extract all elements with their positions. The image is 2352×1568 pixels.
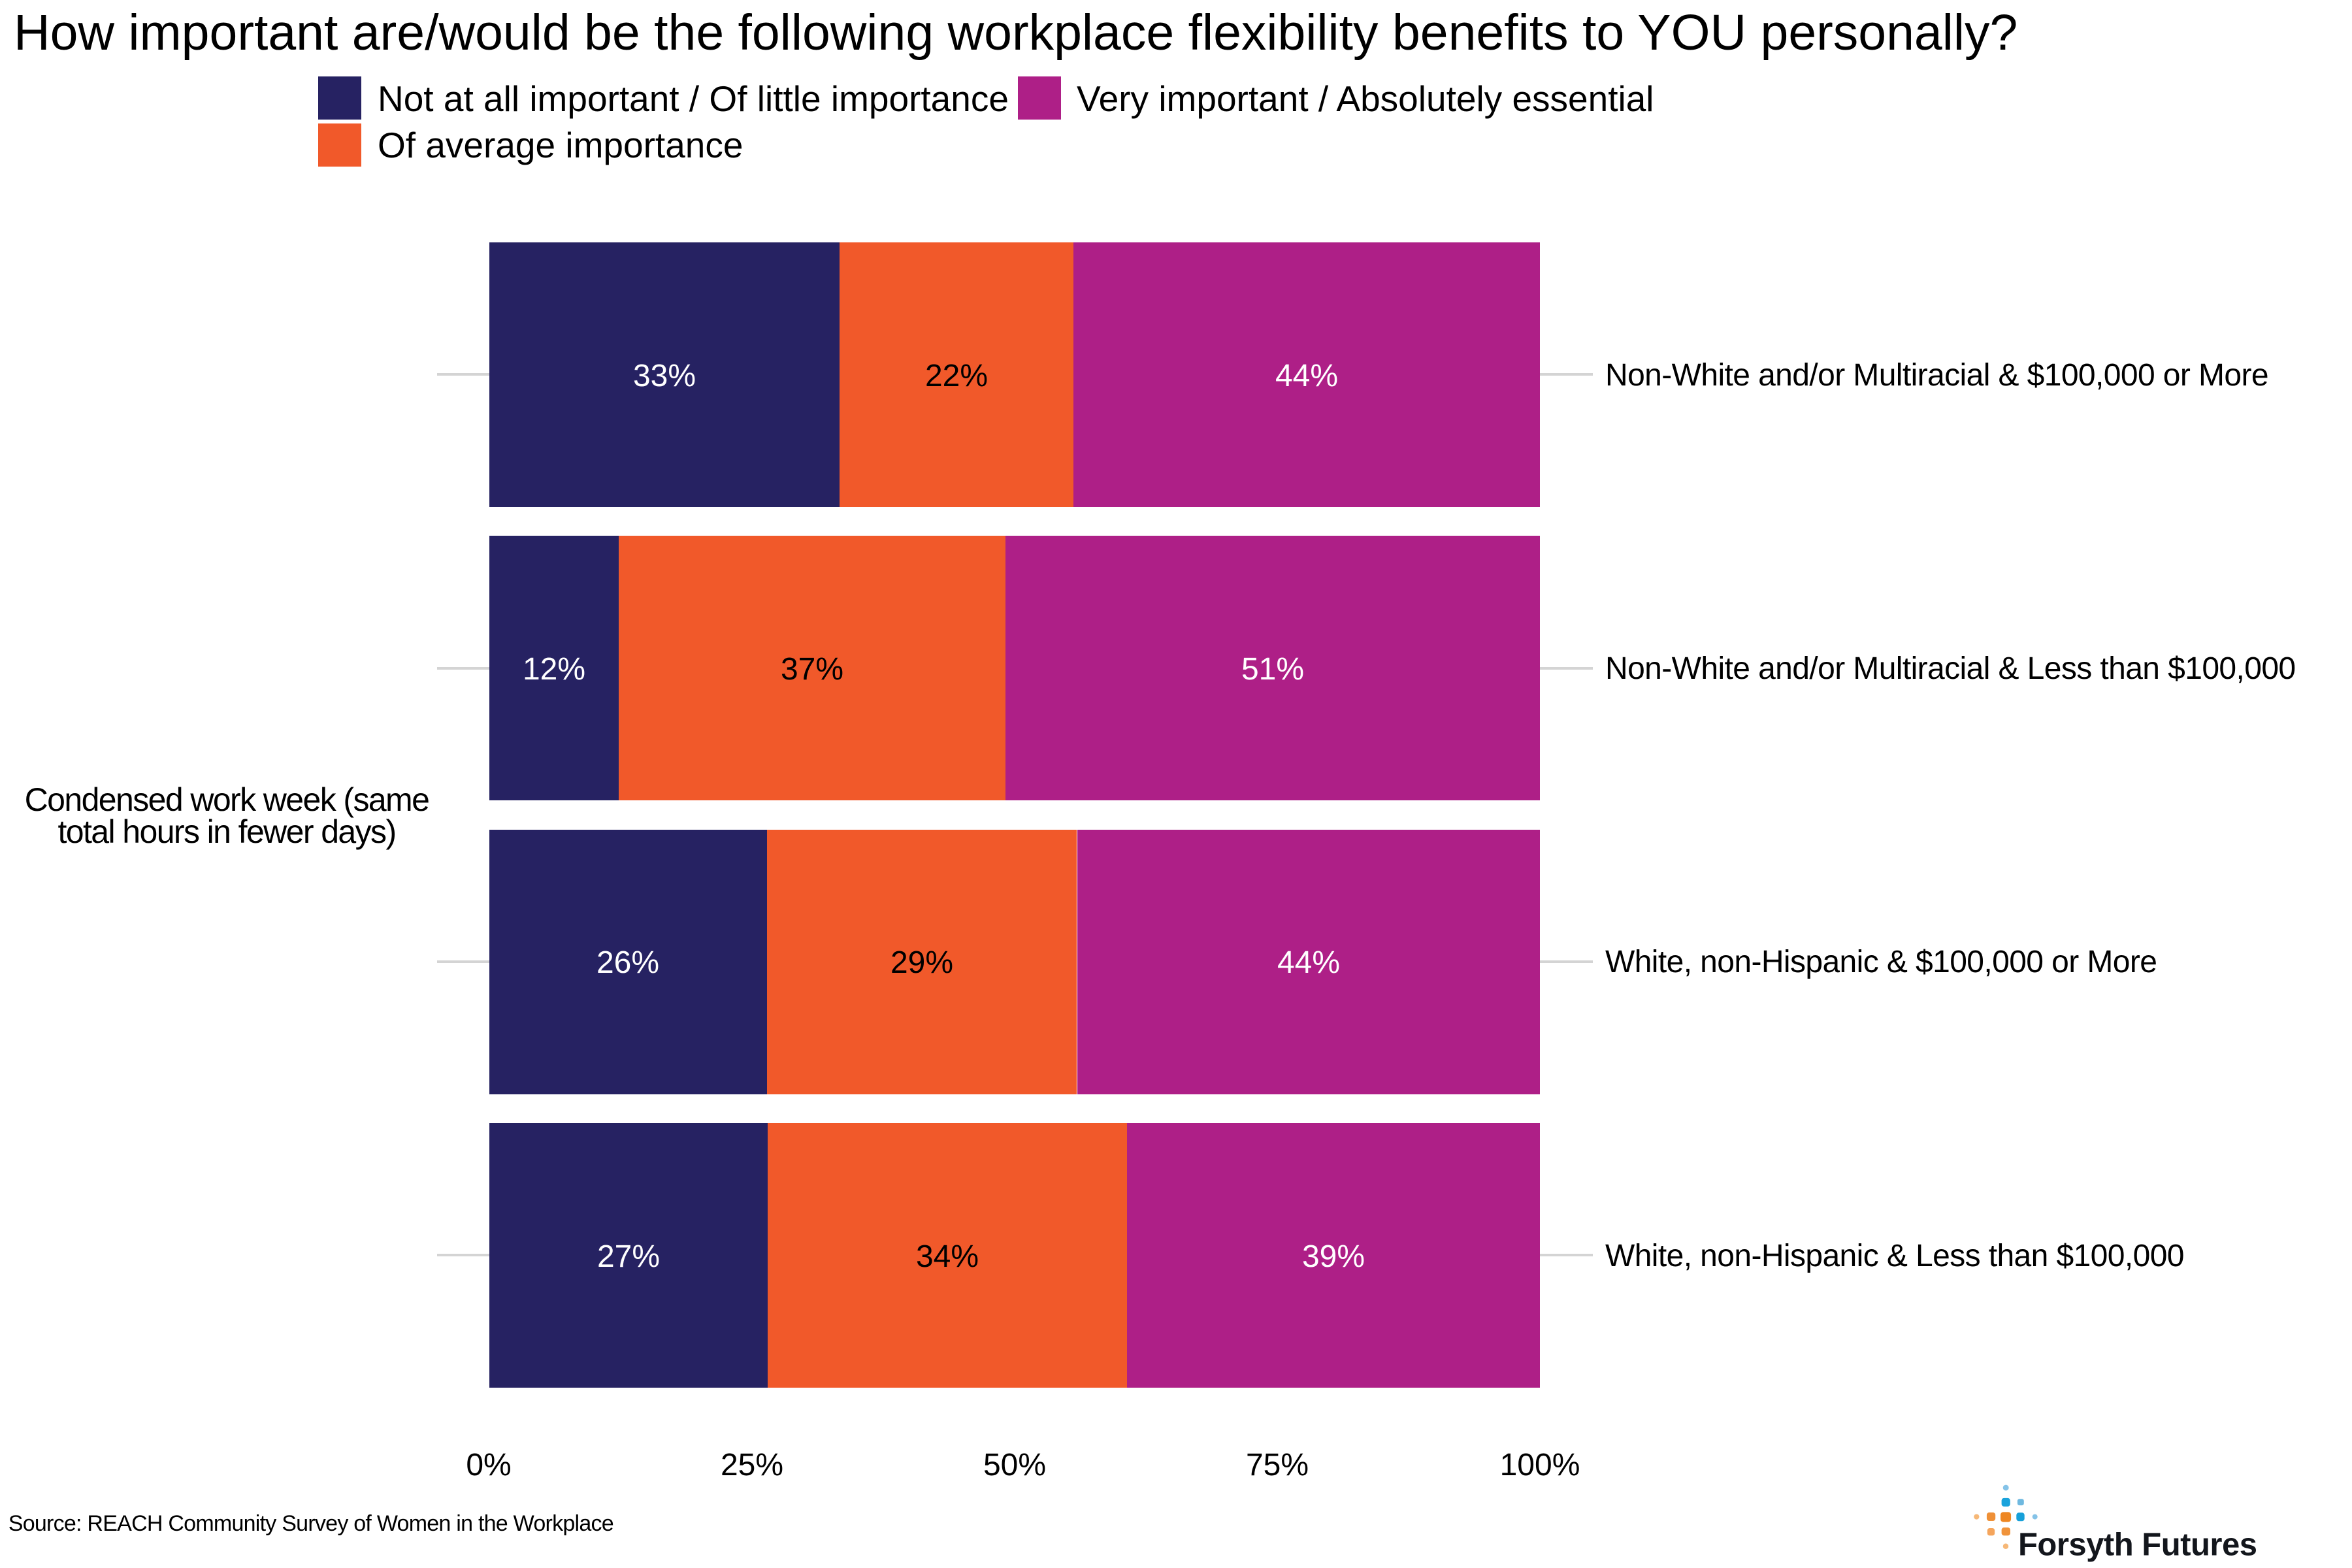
svg-text:Forsyth Futures: Forsyth Futures (2018, 1527, 2257, 1563)
